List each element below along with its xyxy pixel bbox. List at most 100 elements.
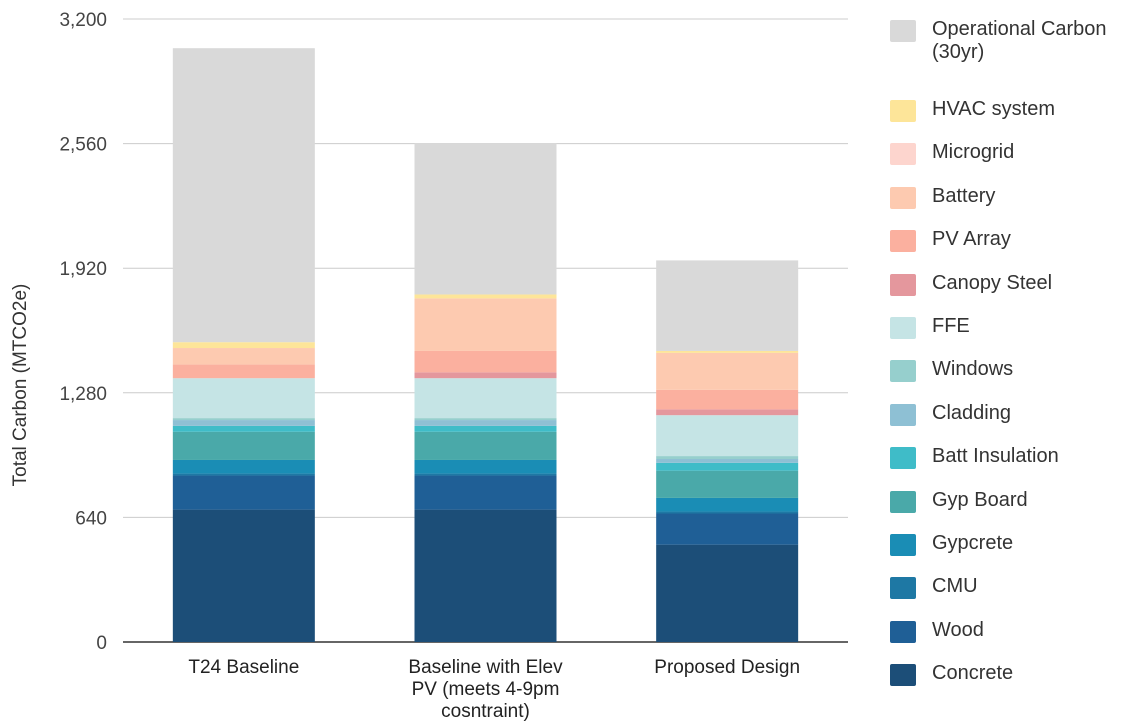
bar-segment [656,352,799,390]
legend-label: PV Array [932,228,1011,251]
legend-swatch [890,186,916,209]
y-tick-label: 2,560 [59,135,107,156]
legend-label: Gypcrete [932,531,1014,554]
bar-segment [656,513,799,545]
bar-segment [656,511,799,514]
bar-segment [172,475,315,510]
legend-item: Gyp Board [890,489,1140,532]
axis: 0 640 1,280 1,920 2,560 3,200 T24 Baseline Base… [59,10,800,722]
bar-segment [172,48,315,343]
legend-label: Battery [932,184,996,207]
bar-segment [414,473,557,476]
bar-segment [656,260,799,351]
legend-item: Windows [890,358,1140,401]
legend-swatch [890,490,916,513]
bar-segment [172,459,315,474]
y-tick-label: 640 [75,508,107,529]
legend-swatch [890,620,916,643]
legend-label: Microgrid [932,141,1015,164]
bars [172,48,799,642]
bar-segment [656,470,799,498]
x-tick-label: Baseline with Elev PV (meets 4-9pm cosntra… [408,657,563,722]
legend-item: Cladding [890,402,1140,445]
bar-segment [172,473,315,476]
bar-segment [656,389,799,410]
legend-label: Operational Carbon (30yr) [932,18,1107,63]
bar-segment [414,143,557,295]
bar-segment [172,418,315,421]
legend-item: Battery [890,185,1140,228]
bar-segment [656,462,799,471]
legend-swatch [890,360,916,383]
bar-segment [656,409,799,416]
x-tick-label: T24 Baseline [188,657,299,678]
legend-label: Concrete [932,662,1014,685]
legend: Operational Carbon (30yr) HVAC system Micro… [890,18,1140,705]
bar-segment [414,378,557,419]
legend-item: Canopy Steel [890,272,1140,315]
bar-segment [172,509,315,642]
bar-segment [172,364,315,379]
bar-segment [172,425,315,432]
bar-segment [656,415,799,457]
legend-swatch [890,100,916,122]
legend-label: CMU [932,575,978,598]
bar-segment [414,509,557,642]
legend-label: Gyp Board [932,488,1028,511]
legend-swatch [890,143,916,166]
stacked-bar-chart: 0 640 1,280 1,920 2,560 3,200 T24 Baseline Base… [10,10,848,722]
legend-item: FFE [890,315,1140,358]
legend-item: HVAC system [890,98,1140,141]
legend-swatch [890,447,916,470]
bar-segment [414,431,557,460]
bar-segment [414,425,557,432]
y-axis-label: Total Carbon (MTCO2e) [10,284,31,487]
legend-item: Batt Insulation [890,445,1140,488]
bar-segment [414,294,557,299]
bar-segment [414,372,557,379]
legend-item: CMU [890,575,1140,618]
legend-swatch [890,577,916,600]
legend-item: Wood [890,619,1140,662]
legend-swatch [890,533,916,556]
legend-label: Canopy Steel [932,271,1053,294]
bar-segment [656,497,799,512]
legend-label: Batt Insulation [932,445,1059,468]
legend-label: Cladding [932,401,1011,424]
legend-swatch [890,273,916,296]
bar-segment [172,420,315,426]
bar-segment [656,544,799,642]
legend-swatch [890,403,916,426]
y-tick-label: 0 [96,633,107,654]
y-tick-label: 1,280 [59,384,107,405]
bar-segment [656,456,799,459]
legend-label: Windows [932,358,1014,381]
legend-item: PV Array [890,228,1140,271]
y-tick-label: 3,200 [59,10,107,31]
y-tick-label: 1,920 [59,259,107,280]
bar-segment [414,350,557,373]
legend-label: HVAC system [932,98,1055,120]
x-tick-label: Proposed Design [654,657,800,678]
legend-item: Concrete [890,662,1140,705]
bar-segment [172,378,315,419]
legend-swatch [890,664,916,687]
legend-swatch [890,20,916,42]
bar-segment [414,298,557,351]
bar-segment [414,459,557,474]
bar-segment [172,342,315,349]
legend-swatch [890,316,916,339]
legend-swatch [890,230,916,253]
legend-label: FFE [932,314,970,337]
legend-item: Gypcrete [890,532,1140,575]
legend-label: Wood [932,618,984,641]
bar-segment [414,418,557,421]
bar-segment [172,431,315,460]
legend-item: Operational Carbon (30yr) [890,18,1140,98]
bar-segment [656,350,799,353]
bar-segment [414,420,557,426]
bar-segment [172,348,315,365]
bar-segment [656,458,799,463]
bar-segment [414,475,557,510]
legend-item: Microgrid [890,141,1140,184]
